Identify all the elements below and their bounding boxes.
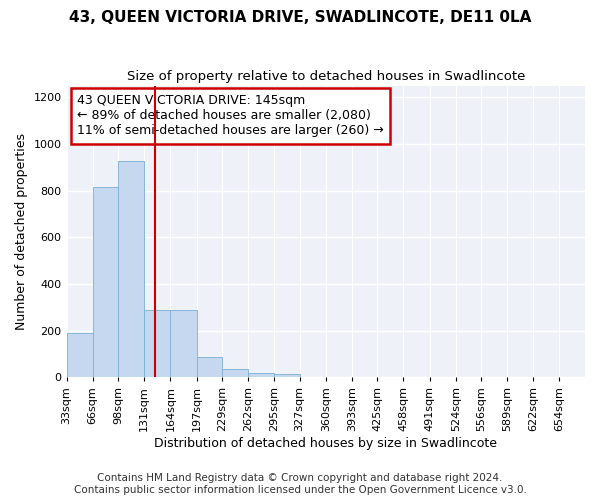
- Bar: [274, 374, 299, 378]
- Y-axis label: Number of detached properties: Number of detached properties: [15, 133, 28, 330]
- Text: 43 QUEEN VICTORIA DRIVE: 145sqm
← 89% of detached houses are smaller (2,080)
11%: 43 QUEEN VICTORIA DRIVE: 145sqm ← 89% of…: [77, 94, 383, 138]
- Bar: [170, 310, 197, 378]
- Bar: [118, 162, 144, 378]
- Bar: [93, 187, 118, 378]
- Text: 43, QUEEN VICTORIA DRIVE, SWADLINCOTE, DE11 0LA: 43, QUEEN VICTORIA DRIVE, SWADLINCOTE, D…: [69, 10, 531, 25]
- Bar: [222, 369, 248, 378]
- X-axis label: Distribution of detached houses by size in Swadlincote: Distribution of detached houses by size …: [154, 437, 497, 450]
- Bar: [248, 372, 274, 378]
- Bar: [144, 310, 170, 378]
- Bar: [197, 358, 222, 378]
- Text: Contains HM Land Registry data © Crown copyright and database right 2024.
Contai: Contains HM Land Registry data © Crown c…: [74, 474, 526, 495]
- Bar: [67, 333, 93, 378]
- Title: Size of property relative to detached houses in Swadlincote: Size of property relative to detached ho…: [127, 70, 525, 83]
